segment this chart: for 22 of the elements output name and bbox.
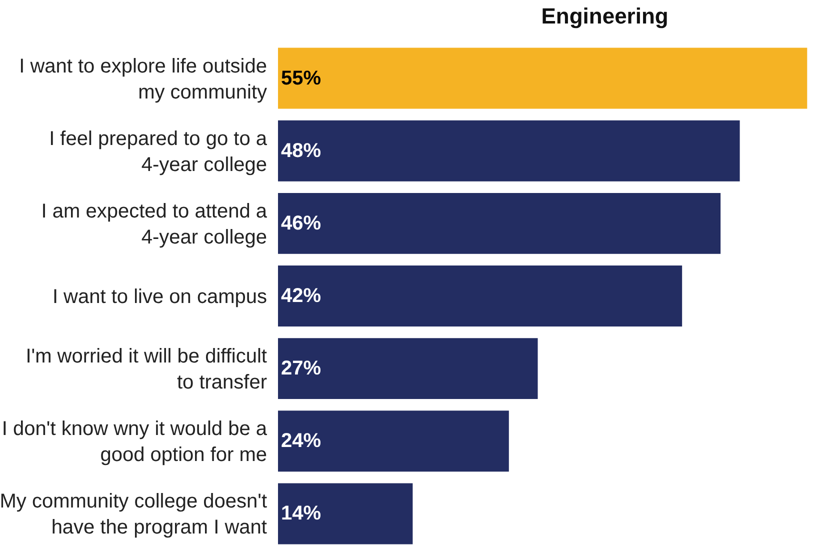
- bar: [278, 192, 721, 254]
- y-tick-label: I am expected to attend a 4-year college: [41, 200, 268, 248]
- y-tick-label: I feel prepared to go to a 4-year college: [49, 128, 268, 176]
- bar: [278, 266, 682, 326]
- y-tick-label: My community college doesn't have the program I want: [0, 490, 268, 539]
- bar: [278, 48, 808, 109]
- bar: [278, 483, 413, 544]
- bar: [278, 410, 509, 472]
- data-label: 46%: [281, 212, 322, 234]
- y-tick-label: I don't know wny it would be a good option for me: [2, 418, 268, 466]
- bar: [278, 120, 740, 182]
- data-label: 24%: [281, 430, 322, 452]
- data-label: 42%: [281, 285, 322, 307]
- data-label: 48%: [281, 140, 322, 162]
- data-label: 14%: [281, 502, 322, 525]
- y-tick-label: I want to live on campus: [52, 286, 267, 308]
- bar: [278, 338, 538, 400]
- data-label: 55%: [281, 67, 322, 90]
- data-label: 27%: [281, 358, 322, 380]
- y-tick-label: I'm worried it will be difficult to transfer: [26, 346, 268, 394]
- chart-title: Engineering: [541, 4, 668, 29]
- y-tick-label: I want to explore life outside my community: [19, 55, 267, 104]
